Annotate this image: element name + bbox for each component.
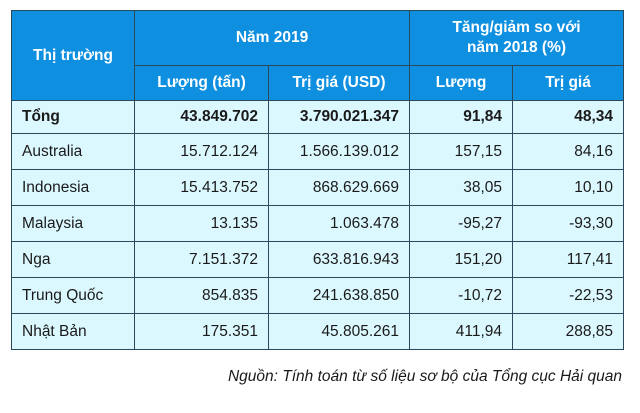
table-row: Australia 15.712.124 1.566.139.012 157,1… — [11, 133, 625, 170]
cell-change-volume: 411,94 — [409, 313, 514, 350]
header-change-value: Trị giá — [512, 65, 625, 101]
table-row: Indonesia 15.413.752 868.629.669 38,05 1… — [11, 169, 625, 206]
header-change-vs-2018: Tăng/giảm so với năm 2018 (%) — [409, 10, 625, 66]
cell-change-volume: 38,05 — [409, 169, 514, 206]
table-row-total: Tổng 43.849.702 3.790.021.347 91,84 48,3… — [11, 100, 625, 134]
table-row: Malaysia 13.135 1.063.478 -95,27 -93,30 — [11, 205, 625, 242]
cell-change-value: 117,41 — [512, 241, 625, 278]
cell-value: 868.629.669 — [267, 169, 411, 206]
cell-value: 241.638.850 — [267, 277, 411, 314]
cell-market: Nhật Bản — [11, 313, 135, 350]
cell-change-volume: 157,15 — [409, 133, 514, 170]
cell-market: Australia — [11, 133, 135, 170]
cell-change-value: 10,10 — [512, 169, 625, 206]
cell-market: Malaysia — [11, 205, 135, 242]
table-row: Trung Quốc 854.835 241.638.850 -10,72 -2… — [11, 277, 625, 314]
cell-value: 1.063.478 — [267, 205, 411, 242]
cell-volume: 15.712.124 — [134, 133, 269, 170]
cell-volume: 7.151.372 — [134, 241, 269, 278]
cell-value: 45.805.261 — [267, 313, 411, 350]
table-row: Nga 7.151.372 633.816.943 151,20 117,41 — [11, 241, 625, 278]
cell-market: Trung Quốc — [11, 277, 135, 314]
cell-change-volume: -95,27 — [409, 205, 514, 242]
cell-volume: 15.413.752 — [134, 169, 269, 206]
cell-volume: 175.351 — [134, 313, 269, 350]
cell-change-value: 288,85 — [512, 313, 625, 350]
cell-volume: 43.849.702 — [134, 100, 269, 134]
cell-market: Nga — [11, 241, 135, 278]
cell-value: 1.566.139.012 — [267, 133, 411, 170]
cell-market: Indonesia — [11, 169, 135, 206]
cell-change-volume: -10,72 — [409, 277, 514, 314]
header-year-2019: Năm 2019 — [133, 10, 411, 66]
table-row: Nhật Bản 175.351 45.805.261 411,94 288,8… — [11, 313, 625, 350]
cell-change-volume: 91,84 — [409, 100, 514, 134]
cell-value: 3.790.021.347 — [267, 100, 411, 134]
cell-change-value: 48,34 — [512, 100, 625, 134]
cell-change-volume: 151,20 — [409, 241, 514, 278]
cell-change-value: 84,16 — [512, 133, 625, 170]
source-note: Nguồn: Tính toán từ số liệu sơ bộ của Tổ… — [227, 368, 622, 385]
cell-change-value: -22,53 — [512, 277, 625, 314]
header-volume: Lượng (tấn) — [134, 65, 269, 101]
cell-value: 633.816.943 — [267, 241, 411, 278]
cell-volume: 13.135 — [134, 205, 269, 242]
header-value: Trị giá (USD) — [267, 65, 411, 101]
cell-change-value: -93,30 — [512, 205, 625, 242]
header-market: Thị trường — [11, 10, 135, 101]
header-change-volume: Lượng — [409, 65, 514, 101]
cell-market: Tổng — [11, 100, 135, 134]
cell-volume: 854.835 — [134, 277, 269, 314]
coal-import-table: Thị trường Năm 2019 Tăng/giảm so với năm… — [11, 10, 625, 350]
